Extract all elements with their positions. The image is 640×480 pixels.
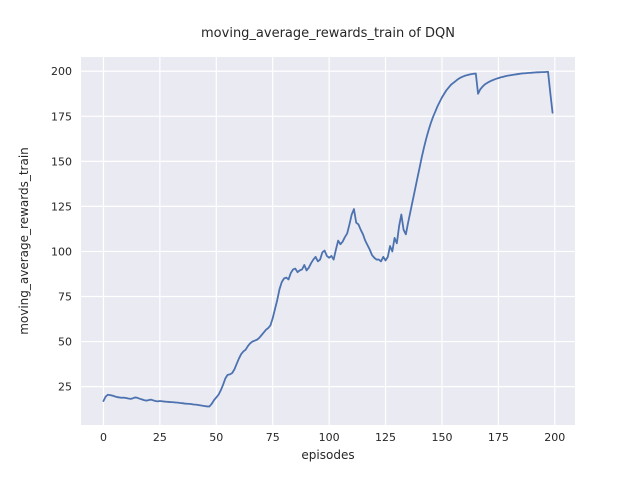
x-tick-label: 50 (209, 431, 223, 444)
y-axis-label: moving_average_rewards_train (17, 147, 31, 335)
x-tick-label: 25 (153, 431, 167, 444)
chart-title: moving_average_rewards_train of DQN (201, 26, 455, 41)
x-tick-label: 125 (375, 431, 396, 444)
x-tick-label: 200 (544, 431, 565, 444)
y-tick-label: 175 (51, 110, 72, 123)
x-tick-label: 100 (319, 431, 340, 444)
y-tick-label: 125 (51, 200, 72, 213)
x-tick-label: 0 (100, 431, 107, 444)
y-tick-label: 50 (58, 336, 72, 349)
x-axis-label: episodes (301, 448, 355, 462)
y-tick-label: 25 (58, 381, 72, 394)
y-tick-label: 150 (51, 155, 72, 168)
y-tick-label: 100 (51, 245, 72, 258)
y-tick-label: 200 (51, 65, 72, 78)
x-tick-label: 75 (266, 431, 280, 444)
x-tick-label: 150 (431, 431, 452, 444)
y-tick-label: 75 (58, 291, 72, 304)
reward-line-series (102, 70, 554, 408)
x-tick-label: 175 (488, 431, 509, 444)
plot-background (81, 57, 575, 425)
